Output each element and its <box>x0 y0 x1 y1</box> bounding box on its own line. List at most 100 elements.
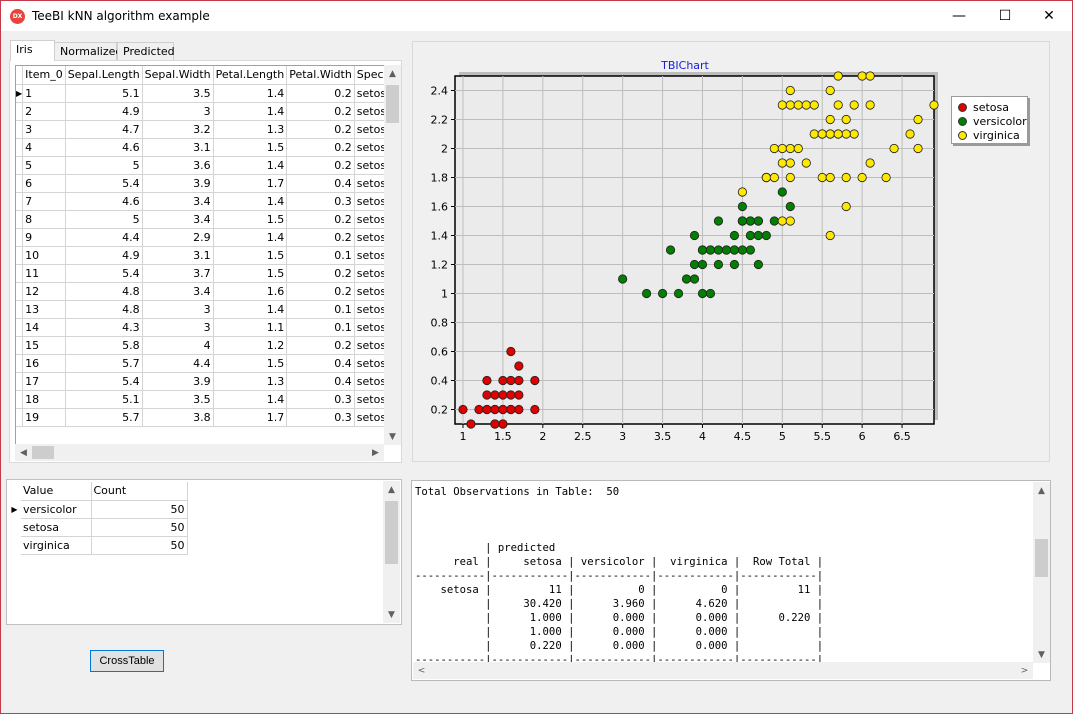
scroll-left-arrow-icon[interactable]: < <box>417 665 426 676</box>
table-row[interactable]: 155.841.20.2setosa <box>16 336 387 355</box>
table-cell[interactable]: 1.5 <box>213 246 288 265</box>
table-cell[interactable]: 3 <box>142 102 214 121</box>
column-header[interactable]: Item_0 <box>22 66 66 85</box>
table-cell[interactable]: 4.9 <box>65 102 143 121</box>
table-cell[interactable]: setosa <box>354 210 387 229</box>
table-cell[interactable]: setosa <box>354 120 387 139</box>
table-cell[interactable]: 15 <box>22 336 66 355</box>
table-cell[interactable]: 5 <box>22 156 66 175</box>
table-cell[interactable]: 3.2 <box>142 120 214 139</box>
table-cell[interactable]: 5 <box>65 210 143 229</box>
table-cell[interactable]: 0.4 <box>286 174 355 193</box>
table-row[interactable]: 853.41.50.2setosa <box>16 210 387 229</box>
table-cell[interactable]: 4.8 <box>65 300 143 319</box>
scroll-up-arrow-icon[interactable]: ▲ <box>1038 485 1045 496</box>
table-cell[interactable]: virginica <box>21 536 92 555</box>
table-cell[interactable]: 0.2 <box>286 138 355 157</box>
scatter-chart[interactable]: TBIChart 1 1.5 2 2.5 3 3.5 4 4.5 5 5.5 6 6.5 0.2 0.4 0… <box>412 41 1050 462</box>
table-row[interactable]: 24.931.40.2setosa <box>16 102 387 121</box>
table-cell[interactable]: 0.3 <box>286 408 355 427</box>
table-cell[interactable]: 4.6 <box>65 138 143 157</box>
iris-data-grid[interactable]: Item_0 Sepal.Length Sepal.Width Petal.Lengt… <box>15 65 387 445</box>
table-cell[interactable]: 3 <box>142 300 214 319</box>
table-cell[interactable]: setosa <box>354 336 387 355</box>
table-row[interactable]: ▶15.13.51.40.2setosa <box>16 84 387 103</box>
table-cell[interactable]: 0.1 <box>286 246 355 265</box>
h-scroll-thumb[interactable] <box>32 446 54 459</box>
output-memo[interactable]: Total Observations in Table: 50 | predic… <box>411 480 1051 681</box>
table-row[interactable]: 124.83.41.60.2setosa <box>16 282 387 301</box>
table-cell[interactable]: versicolor <box>21 500 92 519</box>
table-cell[interactable]: setosa <box>354 372 387 391</box>
table-cell[interactable]: 1.3 <box>213 372 288 391</box>
table-cell[interactable]: setosa <box>354 228 387 247</box>
table-cell[interactable]: 1.4 <box>213 390 288 409</box>
table-cell[interactable]: 0.2 <box>286 210 355 229</box>
table-row[interactable]: setosa 50 <box>8 518 188 537</box>
table-cell[interactable]: 5.4 <box>65 174 143 193</box>
table-cell[interactable]: 50 <box>91 518 188 537</box>
table-cell[interactable]: 0.1 <box>286 318 355 337</box>
table-cell[interactable]: 8 <box>22 210 66 229</box>
table-cell[interactable]: 4.6 <box>65 192 143 211</box>
table-cell[interactable]: 0.2 <box>286 156 355 175</box>
table-cell[interactable]: 5.7 <box>65 354 143 373</box>
table-cell[interactable]: 0.2 <box>286 264 355 283</box>
scroll-down-arrow-icon[interactable]: ▼ <box>388 609 395 620</box>
table-cell[interactable]: 4 <box>142 336 214 355</box>
table-cell[interactable]: 4.9 <box>65 246 143 265</box>
scroll-down-arrow-icon[interactable]: ▼ <box>389 431 396 442</box>
table-cell[interactable]: 3 <box>142 318 214 337</box>
tab-iris[interactable]: Iris <box>10 40 55 61</box>
table-cell[interactable]: 0.2 <box>286 84 355 103</box>
table-cell[interactable]: 4.7 <box>65 120 143 139</box>
table-cell[interactable]: 18 <box>22 390 66 409</box>
column-header[interactable]: Sepal.Width <box>142 66 214 85</box>
table-cell[interactable]: 9 <box>22 228 66 247</box>
table-cell[interactable]: 16 <box>22 354 66 373</box>
table-cell[interactable]: 19 <box>22 408 66 427</box>
table-cell[interactable]: 5.1 <box>65 390 143 409</box>
table-cell[interactable]: 3.5 <box>142 390 214 409</box>
table-row[interactable]: 34.73.21.30.2setosa <box>16 120 387 139</box>
table-cell[interactable]: 50 <box>91 536 188 555</box>
scroll-thumb[interactable] <box>385 501 398 564</box>
table-cell[interactable]: 4 <box>22 138 66 157</box>
table-row[interactable]: ▶ versicolor 50 <box>8 500 188 519</box>
iris-horizontal-scrollbar[interactable]: ◀ ▶ <box>15 444 384 461</box>
table-row[interactable]: 134.831.40.1setosa <box>16 300 387 319</box>
table-cell[interactable]: setosa <box>354 174 387 193</box>
column-header[interactable]: Species <box>354 66 387 85</box>
column-header[interactable]: Value <box>21 482 92 501</box>
table-cell[interactable]: setosa <box>354 300 387 319</box>
table-cell[interactable]: 1.4 <box>213 156 288 175</box>
scroll-left-arrow-icon[interactable]: ◀ <box>20 447 27 458</box>
table-cell[interactable]: setosa <box>354 192 387 211</box>
table-row[interactable]: 185.13.51.40.3setosa <box>16 390 387 409</box>
table-cell[interactable]: setosa <box>354 84 387 103</box>
species-count-grid[interactable]: Value Count ▶ versicolor 50 setosa 50 virgini… <box>6 479 402 625</box>
table-cell[interactable]: 12 <box>22 282 66 301</box>
count-vertical-scrollbar[interactable]: ▲ ▼ <box>383 481 400 623</box>
table-cell[interactable]: 3 <box>22 120 66 139</box>
minimize-button[interactable]: — <box>952 8 966 24</box>
table-cell[interactable]: 2.9 <box>142 228 214 247</box>
scroll-up-arrow-icon[interactable]: ▲ <box>389 68 396 79</box>
table-cell[interactable]: 17 <box>22 372 66 391</box>
table-cell[interactable]: 3.9 <box>142 372 214 391</box>
table-cell[interactable]: 1.5 <box>213 354 288 373</box>
scroll-up-arrow-icon[interactable]: ▲ <box>388 484 395 495</box>
column-header[interactable]: Sepal.Length <box>65 66 143 85</box>
table-row[interactable]: virginica 50 <box>8 536 188 555</box>
table-cell[interactable]: 5.4 <box>65 264 143 283</box>
table-cell[interactable]: setosa <box>354 390 387 409</box>
scroll-thumb[interactable] <box>1035 539 1048 577</box>
table-cell[interactable]: 0.4 <box>286 372 355 391</box>
table-cell[interactable]: 1.6 <box>213 282 288 301</box>
close-button[interactable]: ✕ <box>1043 8 1055 24</box>
scroll-thumb[interactable] <box>386 85 399 123</box>
table-cell[interactable]: 5.4 <box>65 372 143 391</box>
table-cell[interactable]: 5.1 <box>65 84 143 103</box>
